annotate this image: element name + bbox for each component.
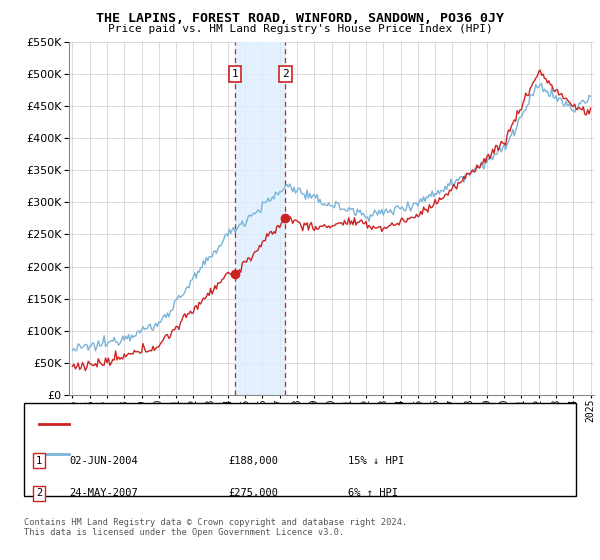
Text: £275,000: £275,000 — [228, 488, 278, 498]
Text: THE LAPINS, FOREST ROAD, WINFORD, SANDOWN, PO36 0JY (detached house): THE LAPINS, FOREST ROAD, WINFORD, SANDOW… — [75, 419, 475, 430]
Text: 1: 1 — [232, 69, 238, 79]
Text: 15% ↓ HPI: 15% ↓ HPI — [348, 456, 404, 466]
Text: 2: 2 — [36, 488, 42, 498]
Text: HPI: Average price, detached house, Isle of Wight: HPI: Average price, detached house, Isle… — [75, 449, 363, 459]
Text: 2: 2 — [282, 69, 289, 79]
Text: This data is licensed under the Open Government Licence v3.0.: This data is licensed under the Open Gov… — [24, 528, 344, 537]
Text: Contains HM Land Registry data © Crown copyright and database right 2024.: Contains HM Land Registry data © Crown c… — [24, 518, 407, 527]
Bar — [235, 42, 286, 395]
Text: THE LAPINS, FOREST ROAD, WINFORD, SANDOWN, PO36 0JY: THE LAPINS, FOREST ROAD, WINFORD, SANDOW… — [96, 12, 504, 25]
Text: Price paid vs. HM Land Registry's House Price Index (HPI): Price paid vs. HM Land Registry's House … — [107, 24, 493, 34]
Text: 1: 1 — [36, 456, 42, 466]
Text: 6% ↑ HPI: 6% ↑ HPI — [348, 488, 398, 498]
Text: 02-JUN-2004: 02-JUN-2004 — [69, 456, 138, 466]
Text: 24-MAY-2007: 24-MAY-2007 — [69, 488, 138, 498]
Text: £188,000: £188,000 — [228, 456, 278, 466]
